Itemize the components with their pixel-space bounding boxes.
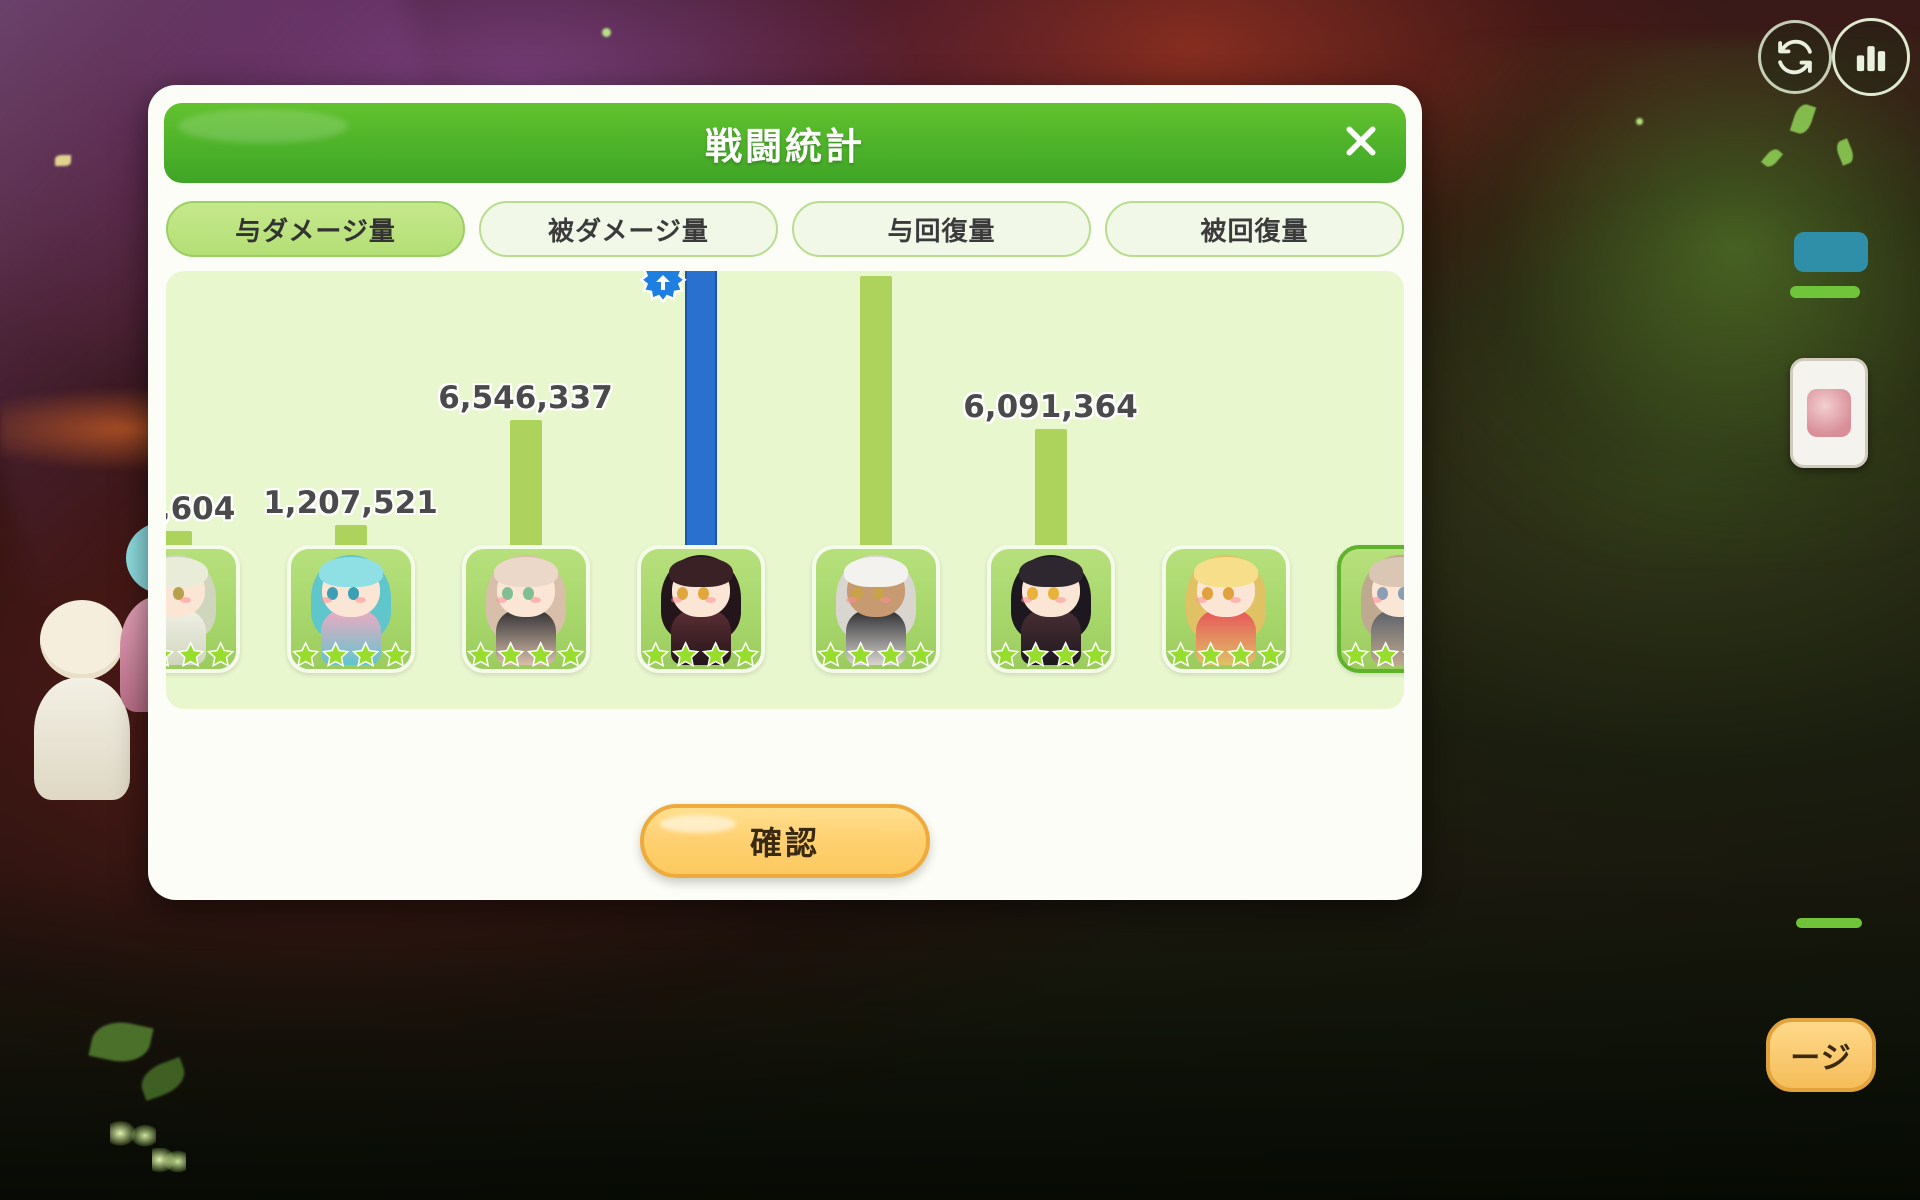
chart-bar-value-label: 1,207,521 (263, 485, 438, 521)
chart-bar-column: 15,209,300 (613, 271, 788, 709)
green-glow-effect (1400, 40, 1920, 560)
side-progress-bar (1796, 918, 1862, 928)
character-portrait (299, 553, 403, 665)
stats-chart-panel: 03,604 1,207,521 6,546,33715,209,30013,819… (166, 271, 1404, 709)
field-chibi-character (22, 600, 142, 800)
chart-bar (166, 531, 192, 549)
stats-tab-bar: 与ダメージ量 被ダメージ量 与回復量 被回復量 (166, 201, 1404, 257)
spark-particle (55, 155, 71, 166)
rarity-stars (166, 641, 236, 668)
chart-bar-value-label: 13,819,110 (777, 271, 973, 272)
rarity-stars (466, 641, 586, 668)
tab-1[interactable]: 被ダメージ量 (479, 201, 778, 257)
chart-bar (859, 276, 892, 549)
chart-bar (684, 271, 717, 549)
character-portrait (649, 553, 753, 665)
character-card-3[interactable] (461, 545, 590, 673)
bar-chart-icon (1851, 37, 1891, 77)
self-player-badge-icon (635, 271, 691, 311)
dialog-title: 戦闘統計 (705, 125, 865, 168)
chart-bar-column (1313, 271, 1404, 709)
bottom-action-tab-label: ージ (1790, 1041, 1852, 1076)
spark-particle (602, 28, 611, 37)
rarity-stars (816, 641, 936, 668)
rarity-stars (641, 641, 761, 668)
refresh-button[interactable] (1758, 20, 1832, 94)
character-portrait (824, 553, 928, 665)
tab-label: 被回復量 (1200, 216, 1309, 247)
chart-bar-column: 03,604 (166, 271, 263, 709)
character-card-1[interactable] (166, 545, 240, 673)
tab-label: 与回復量 (887, 216, 996, 247)
item-thumbnail (1807, 389, 1851, 437)
chart-bar-value-label: 03,604 (166, 491, 236, 527)
rarity-stars (1166, 641, 1286, 668)
character-card-4[interactable] (636, 545, 765, 673)
side-progress-bar (1790, 286, 1860, 298)
vignette-overlay (0, 870, 1920, 1200)
side-status-bar (1794, 232, 1868, 272)
tab-3[interactable]: 被回復量 (1105, 201, 1404, 257)
character-card-2[interactable] (286, 545, 415, 673)
character-portrait (1349, 553, 1404, 665)
chart-scroll-area[interactable]: 03,604 1,207,521 6,546,33715,209,30013,819… (166, 271, 1404, 709)
butterfly-particle (152, 1148, 186, 1174)
chart-bar (1034, 429, 1067, 549)
confirm-button-label: 確認 (749, 824, 820, 862)
rarity-stars (991, 641, 1111, 668)
dialog-header: 戦闘統計 (164, 103, 1406, 183)
character-card-8[interactable] (1336, 545, 1404, 673)
battle-stats-dialog: 戦闘統計 与ダメージ量 被ダメージ量 与回復量 被回復量 03,604 1,207,52… (148, 85, 1422, 900)
chart-bar-value-label: 6,546,337 (438, 380, 613, 416)
side-item-card[interactable] (1790, 358, 1868, 468)
character-card-5[interactable] (811, 545, 940, 673)
rarity-stars (1341, 641, 1404, 668)
close-button[interactable] (1338, 120, 1384, 166)
stats-button[interactable] (1832, 18, 1910, 96)
tab-0[interactable]: 与ダメージ量 (166, 201, 465, 257)
character-card-6[interactable] (986, 545, 1115, 673)
character-card-7[interactable] (1161, 545, 1290, 673)
confirm-button[interactable]: 確認 (640, 804, 930, 878)
refresh-icon (1774, 36, 1816, 78)
tab-label: 与ダメージ量 (235, 216, 396, 247)
chart-bar-value-label: 6,091,364 (963, 389, 1138, 425)
chart-bar-column (1138, 271, 1313, 709)
bottom-action-tab[interactable]: ージ (1766, 1018, 1876, 1092)
butterfly-particle (110, 1118, 156, 1152)
chart-bar-column: 1,207,521 (263, 271, 438, 709)
rarity-stars (291, 641, 411, 668)
dialog-footer: 確認 (148, 804, 1422, 878)
tab-label: 被ダメージ量 (548, 216, 709, 247)
spark-particle (1636, 118, 1643, 125)
close-icon (1341, 121, 1381, 165)
chart-bar-column: 13,819,110 (777, 271, 974, 709)
chart-bar (509, 420, 542, 549)
chart-bar-column: 6,546,337 (438, 271, 613, 709)
chart-bar-column: 6,091,364 (963, 271, 1138, 709)
tab-2[interactable]: 与回復量 (792, 201, 1091, 257)
